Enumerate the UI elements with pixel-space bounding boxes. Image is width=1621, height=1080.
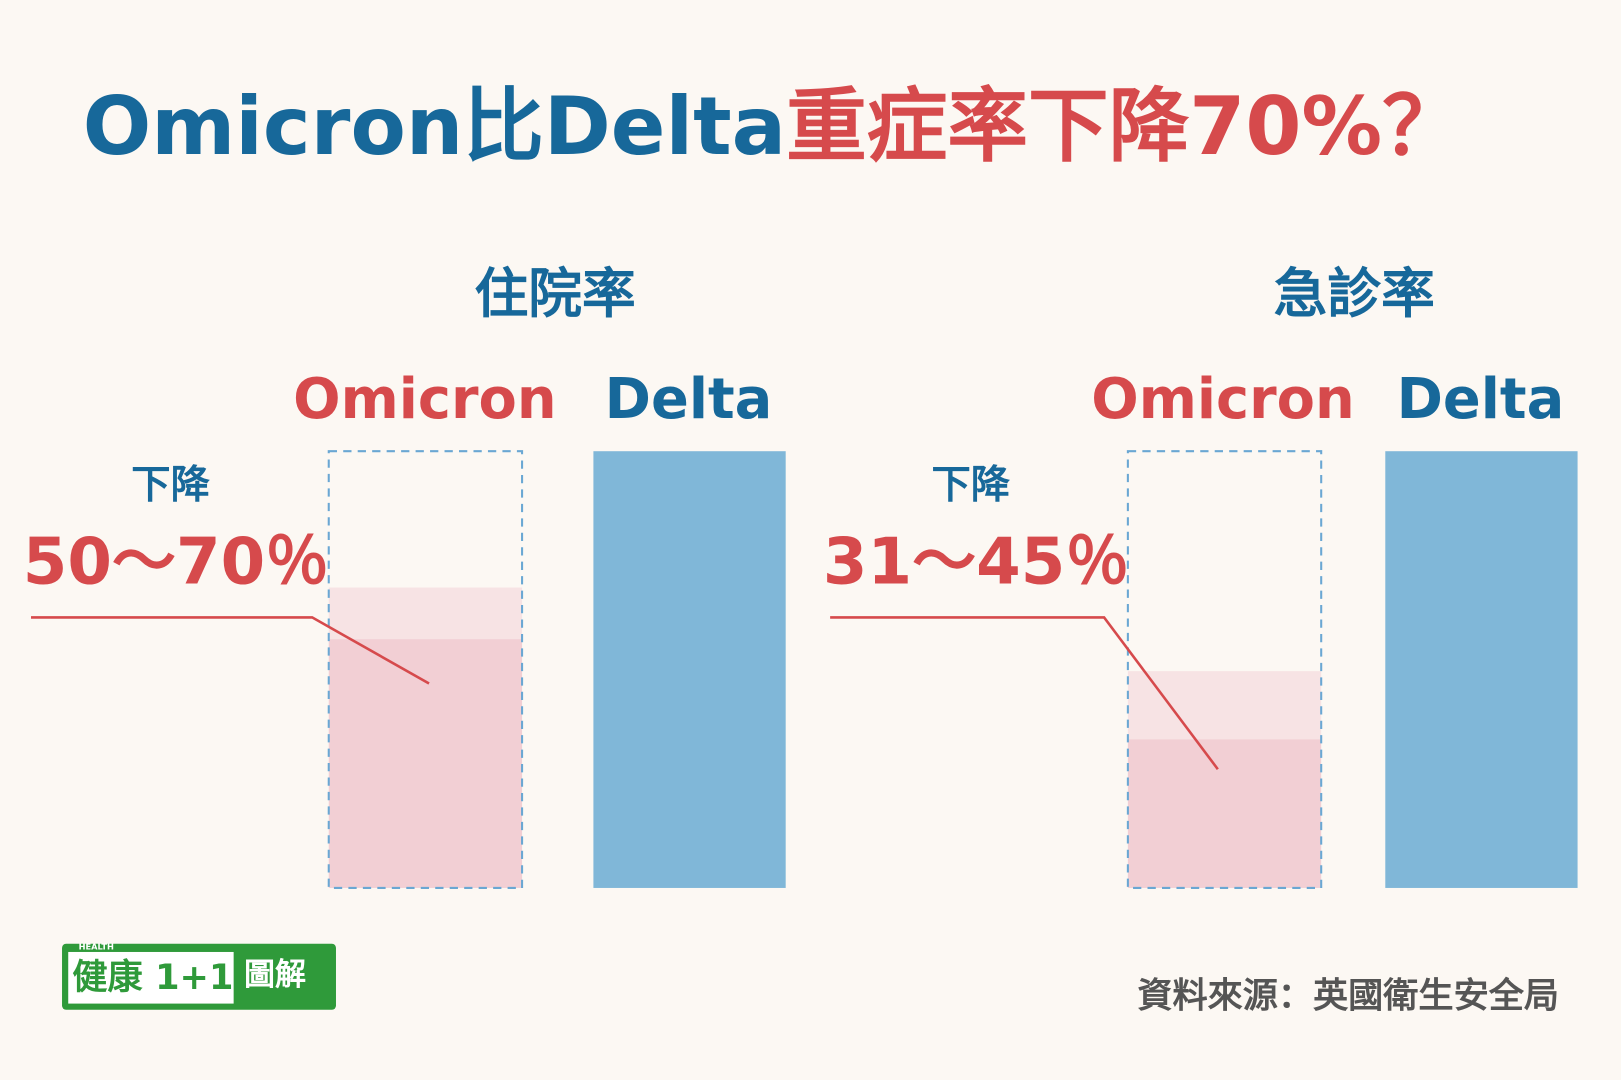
bar-label: Omicron [1091, 367, 1354, 432]
panel-emergency: 急診率 Omicron Delta 下降 31～45％ [823, 262, 1578, 889]
dashed-outline [1126, 450, 1323, 889]
drop-label: 下降 [931, 463, 1010, 508]
logo: HEALTH 健康 1+1 圖解 [62, 941, 336, 1010]
delta-bar [593, 451, 786, 888]
bar-label: Delta [1397, 367, 1565, 432]
dashed-outline [327, 450, 524, 889]
logo-tag: HEALTH [79, 941, 114, 951]
source: 資料來源：英國衛生安全局 [1137, 975, 1559, 1016]
drop-range: 31～45％ [823, 525, 1130, 599]
range-band [328, 587, 523, 640]
range-band [1127, 671, 1322, 740]
panel-title: 住院率 [475, 262, 636, 325]
bar-label: Omicron [293, 367, 556, 432]
bar-label: Delta [605, 367, 773, 432]
panel-hospitalization: 住院率 Omicron Delta 下降 50～70％ [23, 262, 786, 889]
pointer-line [830, 616, 1219, 770]
drop-range: 50～70％ [23, 525, 330, 599]
drop-label: 下降 [131, 463, 210, 508]
logo-name: 健康 [72, 957, 143, 998]
logo-inner [68, 951, 234, 1004]
logo-suffix: 圖解 [244, 957, 306, 993]
delta-bar [1385, 451, 1578, 888]
omicron-bar [1127, 739, 1322, 888]
pointer-line [31, 616, 430, 685]
logo-number: 1+1 [155, 957, 233, 998]
title-part1: Omicron比Delta [83, 80, 786, 174]
panel-title: 急診率 [1274, 262, 1435, 325]
title-part2: 重症率下降70%？ [786, 80, 1463, 174]
omicron-bar [328, 639, 523, 888]
title: Omicron比Delta重症率下降70%？ [83, 80, 1463, 174]
